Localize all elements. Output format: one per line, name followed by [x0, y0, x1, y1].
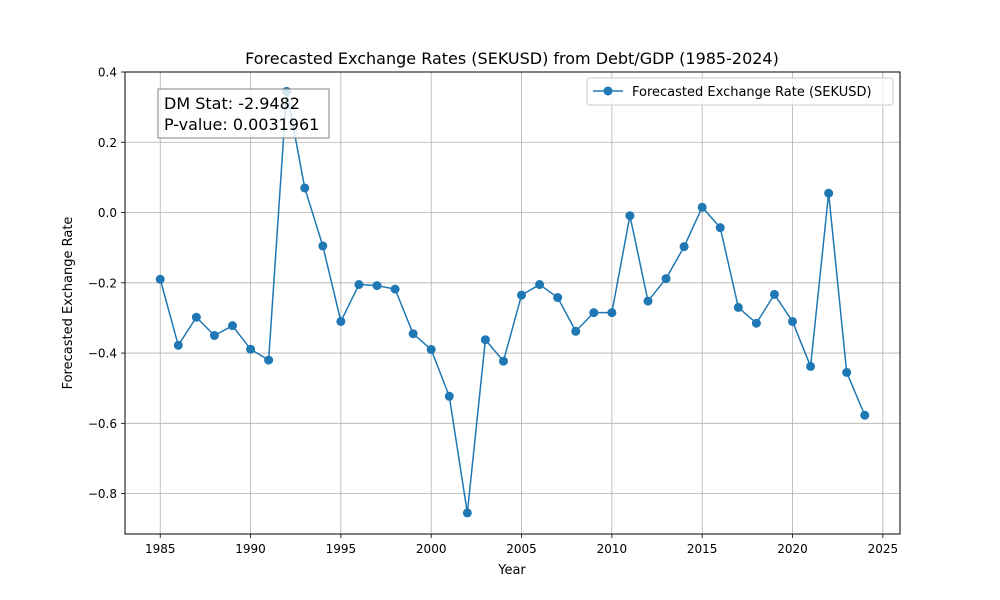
- data-point-1998: [390, 284, 400, 294]
- data-point-2021: [806, 361, 816, 371]
- y-axis-label: Forecasted Exchange Rate: [61, 217, 76, 390]
- x-axis-label: Year: [497, 563, 526, 578]
- plot-area: [125, 72, 900, 534]
- data-point-2011: [625, 211, 635, 221]
- chart-title: Forecasted Exchange Rates (SEKUSD) from …: [245, 49, 779, 68]
- data-point-2004: [498, 356, 508, 366]
- annotation-box: DM Stat: -2.9482 P-value: 0.0031961: [157, 88, 330, 139]
- data-point-2022: [824, 188, 834, 198]
- y-tick-label: 0.2: [98, 136, 117, 150]
- data-point-1987: [191, 312, 201, 322]
- y-tick-label: −0.4: [88, 347, 117, 361]
- x-axis-ticks: 1985 1990 1995 2000 2005 2010 2015 2020 2025: [145, 534, 898, 556]
- y-tick-label: −0.6: [88, 417, 117, 431]
- data-point-2023: [842, 367, 852, 377]
- data-point-1988: [209, 330, 219, 340]
- y-tick-label: −0.2: [88, 276, 117, 290]
- data-point-1996: [354, 280, 364, 290]
- data-point-2015: [697, 202, 707, 212]
- data-point-2019: [769, 289, 779, 299]
- data-point-1999: [408, 329, 418, 339]
- data-point-2001: [444, 391, 454, 401]
- annotation-frame: [157, 88, 330, 139]
- data-point-1991: [264, 355, 274, 365]
- data-point-2006: [535, 280, 545, 290]
- data-point-2020: [788, 316, 798, 326]
- data-point-2010: [607, 308, 617, 318]
- legend-point-marker: [603, 86, 613, 96]
- data-point-2013: [661, 274, 671, 284]
- y-tick-label: 0.0: [98, 206, 117, 220]
- data-point-2002: [462, 508, 472, 518]
- data-point-2009: [589, 308, 599, 318]
- data-point-1997: [372, 281, 382, 291]
- x-tick-label: 1985: [145, 542, 176, 556]
- data-point-2005: [517, 290, 527, 300]
- p-value-text: P-value: 0.0031961: [164, 115, 319, 134]
- legend: Forecasted Exchange Rate (SEKUSD): [586, 77, 894, 106]
- x-tick-label: 1995: [326, 542, 357, 556]
- data-point-2012: [643, 296, 653, 306]
- data-point-2000: [426, 345, 436, 355]
- data-point-1990: [246, 344, 256, 354]
- data-point-1993: [300, 183, 310, 193]
- x-tick-label: 2025: [868, 542, 899, 556]
- x-tick-label: 2020: [777, 542, 808, 556]
- data-point-2014: [679, 242, 689, 252]
- x-tick-label: 2000: [416, 542, 447, 556]
- plot-frame: [124, 71, 901, 535]
- data-point-1985: [155, 274, 165, 284]
- x-tick-label: 2015: [687, 542, 718, 556]
- y-axis-ticks: 0.4 0.2 0.0 −0.2 −0.4 −0.6 −0.8: [88, 66, 125, 501]
- data-point-2003: [480, 335, 490, 345]
- x-tick-label: 2010: [597, 542, 628, 556]
- data-point-1995: [336, 316, 346, 326]
- x-tick-label: 2005: [506, 542, 537, 556]
- data-point-2017: [733, 302, 743, 312]
- legend-frame: [586, 77, 894, 106]
- data-point-2024: [860, 410, 870, 420]
- data-point-2007: [553, 293, 563, 303]
- series-line: [159, 90, 866, 514]
- x-tick-label: 1990: [235, 542, 266, 556]
- data-point-1986: [173, 340, 183, 350]
- y-tick-label: 0.4: [98, 66, 117, 80]
- y-tick-label: −0.8: [88, 487, 117, 501]
- dm-stat-text: DM Stat: -2.9482: [164, 94, 300, 113]
- data-point-1994: [318, 241, 328, 251]
- data-point-1989: [227, 321, 237, 331]
- legend-label: Forecasted Exchange Rate (SEKUSD): [632, 85, 872, 100]
- data-point-2008: [571, 326, 581, 336]
- data-point-2018: [751, 318, 761, 328]
- data-point-2016: [715, 223, 725, 233]
